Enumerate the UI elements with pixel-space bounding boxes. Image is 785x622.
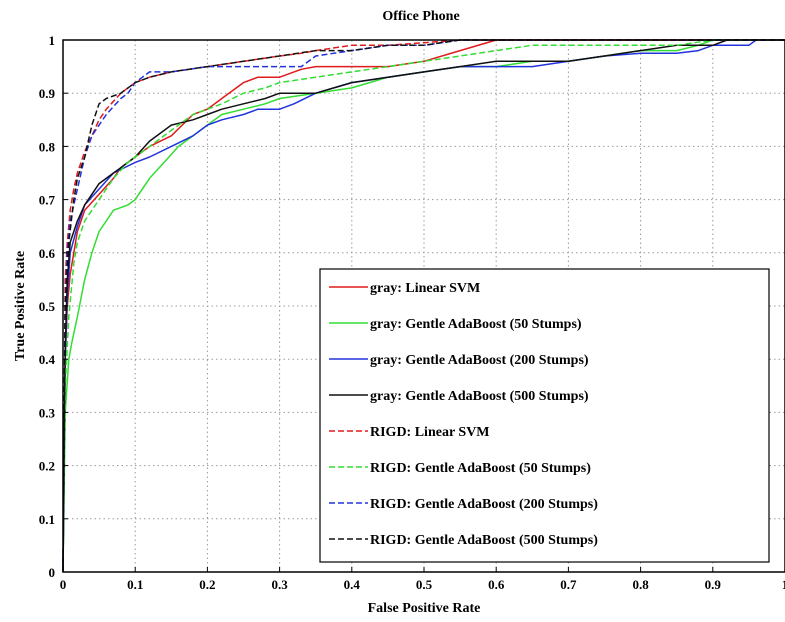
legend-label: RIGD: Gentle AdaBoost (200 Stumps) [370, 497, 598, 512]
y-tick-label: 0.4 [39, 352, 56, 367]
y-tick-label: 0 [49, 565, 56, 580]
x-tick-label: 0.3 [271, 577, 288, 592]
y-tick-label: 0.8 [39, 139, 56, 154]
y-tick-label: 0.9 [39, 86, 56, 101]
legend-label: gray: Linear SVM [370, 281, 480, 296]
x-tick-label: 0.6 [488, 577, 505, 592]
x-tick-label: 0.1 [127, 577, 143, 592]
series-line-gray-gentle-adaboost-200-stumps [62, 39, 785, 573]
legend-label: gray: Gentle AdaBoost (200 Stumps) [370, 353, 589, 368]
y-tick-label: 0.2 [39, 459, 55, 474]
series-line-gray-gentle-adaboost-500-stumps [62, 39, 785, 573]
series-line-rigd-gentle-adaboost-50-stumps [62, 39, 785, 573]
legend-label: RIGD: Gentle AdaBoost (500 Stumps) [370, 533, 598, 548]
x-tick-label: 0.7 [560, 577, 577, 592]
series-line-rigd-gentle-adaboost-200-stumps [62, 39, 785, 573]
x-tick-label: 1 [782, 577, 785, 592]
legend-label: RIGD: Linear SVM [370, 425, 490, 440]
x-tick-label: 0.5 [416, 577, 433, 592]
y-tick-label: 0.7 [39, 193, 56, 208]
series-line-rigd-gentle-adaboost-500-stumps [62, 39, 785, 573]
x-tick-label: 0.8 [632, 577, 649, 592]
legend-label: RIGD: Gentle AdaBoost (50 Stumps) [370, 461, 591, 476]
legend-box [319, 268, 770, 563]
y-axis-title: True Positive Rate [13, 251, 28, 361]
y-tick-label: 0.1 [39, 512, 55, 527]
axis-ticks: 0 0.1 0.2 0.3 0.4 0.5 0.6 0.7 0.8 0.9 1 0 0.1 0.2 0.3 0… [39, 33, 785, 592]
legend-label: gray: Gentle AdaBoost (500 Stumps) [370, 389, 589, 404]
legend: gray: Linear SVM gray: Gentle AdaBoost (5… [319, 268, 770, 563]
y-tick-label: 0.5 [39, 299, 56, 314]
legend-label: gray: Gentle AdaBoost (50 Stumps) [370, 317, 582, 332]
x-tick-label: 0.4 [344, 577, 361, 592]
y-tick-label: 1 [49, 33, 56, 48]
x-tick-label: 0.2 [199, 577, 215, 592]
x-tick-label: 0.9 [705, 577, 722, 592]
x-axis-title: False Positive Rate [368, 601, 481, 616]
chart-title: Office Phone [382, 9, 459, 24]
y-tick-label: 0.3 [39, 405, 56, 420]
y-tick-label: 0.6 [39, 246, 56, 261]
plot-series [62, 39, 785, 573]
x-tick-label: 0 [60, 577, 67, 592]
